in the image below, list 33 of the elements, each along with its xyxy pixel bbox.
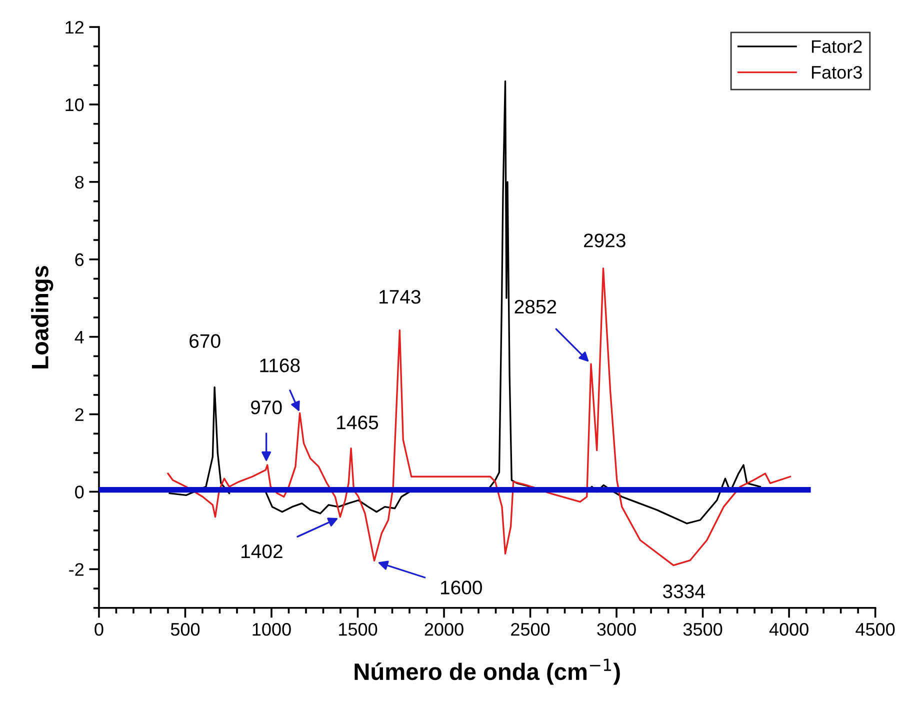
x-tick-label: 3000 [597, 622, 636, 636]
annotation: 3334 [662, 584, 705, 598]
x-tick-label: 0 [94, 622, 104, 636]
annotation: 1168 [260, 358, 300, 372]
y-axis-title: Loadings [31, 266, 54, 368]
x-axis-title: Número de onda (cm$^{−1}$) [354, 658, 620, 685]
x-tick-label: 1500 [339, 622, 378, 636]
x-tick-label: 3500 [683, 622, 722, 636]
x-tick-label: 4500 [856, 622, 895, 636]
annotation: 670 [190, 334, 220, 348]
annotation: 1743 [380, 290, 420, 304]
annotation: 2923 [584, 234, 626, 248]
y-tick-label: 4 [74, 330, 84, 344]
x-tick-label: 2000 [424, 622, 464, 636]
x-tick-label: 2500 [511, 622, 550, 636]
x-tick-label: 1000 [252, 622, 291, 636]
annotation: 2852 [514, 300, 556, 314]
x-tick-label: 500 [170, 622, 200, 636]
legend-label: Fator2 [812, 40, 862, 53]
y-tick-label: 10 [66, 98, 84, 112]
x-tick-label: 4000 [769, 622, 808, 636]
y-tick-label: 12 [66, 20, 84, 34]
annotation: 1600 [440, 580, 482, 594]
annotation: 970 [251, 400, 282, 414]
y-tick-label: 2 [75, 408, 84, 421]
y-tick-label: 8 [75, 176, 84, 189]
annotation: 1465 [337, 416, 378, 430]
line-series [167, 267, 792, 566]
annotation: 1402 [242, 544, 282, 558]
y-tick-label: 0 [75, 486, 84, 498]
y-tick-label: -2 [69, 563, 84, 576]
legend-label: Fator3 [812, 66, 862, 79]
y-tick-label: 6 [75, 253, 84, 266]
